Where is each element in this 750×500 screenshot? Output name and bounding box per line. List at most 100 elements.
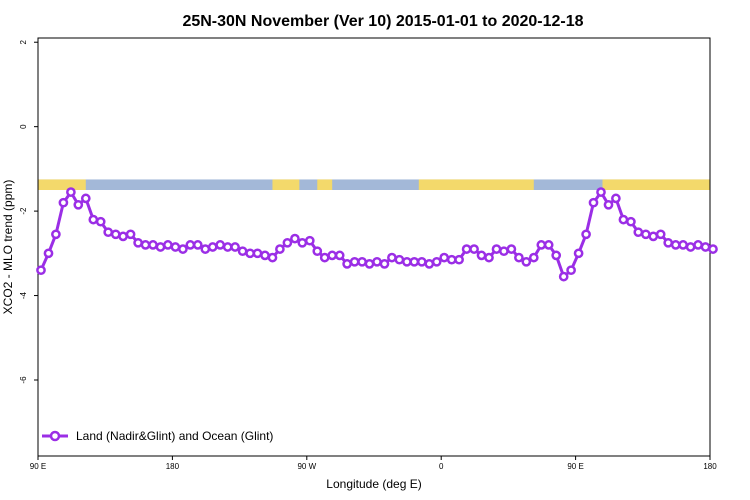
data-point [431,256,442,267]
data-point [275,244,285,254]
data-point [379,259,390,269]
data-point [387,252,397,263]
data-point [163,240,173,250]
x-tick-label: 90 E [567,462,583,471]
land-band-segment [317,179,333,190]
data-point [394,254,405,265]
data-point [125,229,136,240]
data-point [685,242,696,252]
data-point [708,244,718,254]
data-point [402,256,412,267]
data-point [148,240,158,250]
data-point [304,235,315,246]
data-point [633,227,644,238]
data-point [514,252,524,263]
data-point [491,244,502,254]
data-point [693,240,703,250]
data-point [700,242,711,252]
data-point [282,237,293,248]
data-point [110,229,121,240]
data-point [461,244,472,254]
data-point [446,254,457,265]
data-point [118,231,128,242]
data-point [342,259,352,269]
data-point [648,231,659,242]
x-tick-label: 180 [703,462,717,471]
data-point [521,256,532,267]
data-point [551,250,562,261]
y-tick-label: -2 [19,207,28,215]
land-band-segment [38,179,86,190]
data-point [484,252,494,263]
data-point [252,248,263,259]
data-point [334,250,345,261]
data-point [640,229,651,240]
data-point [51,229,61,240]
data-point [103,227,114,238]
data-point [178,244,188,254]
data-point [319,252,330,263]
data-point [618,214,629,225]
x-axis-label: Longitude (deg E) [326,477,421,491]
y-tick-label: 2 [19,39,28,44]
data-point [237,246,248,257]
data-point [678,240,688,250]
data-point [290,233,300,244]
data-point [543,240,554,250]
y-tick-label: 0 [19,124,28,129]
data-point [581,229,591,240]
legend-marker-swatch [49,430,61,442]
data-point [245,248,255,259]
x-axis: 90 E 180 90 W 0 90 E 180 [30,456,717,471]
data-point [222,242,233,252]
data-point [349,256,360,267]
data-point [80,193,91,204]
data-point [185,240,196,250]
x-tick-label: 0 [439,462,444,471]
data-point [469,244,479,254]
data-point [566,265,576,276]
data-point [357,256,367,267]
data-point [655,229,666,240]
data-point [596,187,606,197]
x-tick-label: 90 W [297,462,316,471]
data-point [312,246,323,257]
x-tick-label: 180 [166,462,180,471]
data-point [372,256,382,267]
y-tick-label: -4 [19,291,28,299]
ocean-band [38,179,710,190]
data-point [267,252,278,263]
data-point [36,265,46,276]
data-point [230,242,240,252]
data-point [663,237,674,248]
land-ocean-band [38,179,710,190]
data-point [573,248,584,259]
data-point [364,259,375,269]
data-point [558,271,569,282]
data-point [670,240,681,250]
land-band-segment [602,179,710,190]
data-point [327,250,338,261]
chart-title: 25N-30N November (Ver 10) 2015-01-01 to … [182,13,583,30]
y-axis-label: XCO2 - MLO trend (ppm) [1,180,15,315]
data-point [170,242,181,252]
land-band-segment [418,179,534,190]
data-point [297,237,308,248]
data-point [409,256,420,267]
data-point [140,240,151,250]
data-point [536,240,547,250]
legend: Land (Nadir&Glint) and Ocean (Glint) [42,429,273,443]
x-tick-label: 90 E [30,462,46,471]
data-point [95,216,106,227]
data-point [454,254,464,265]
land-band-segment [272,179,300,190]
y-axis: 2 0 -2 -4 -6 [19,39,38,384]
data-point [58,197,69,208]
data-point [43,248,54,259]
data-point [260,250,270,261]
data-point [215,240,226,250]
data-point [66,187,76,197]
data-point [506,244,517,254]
data-point [626,216,636,227]
